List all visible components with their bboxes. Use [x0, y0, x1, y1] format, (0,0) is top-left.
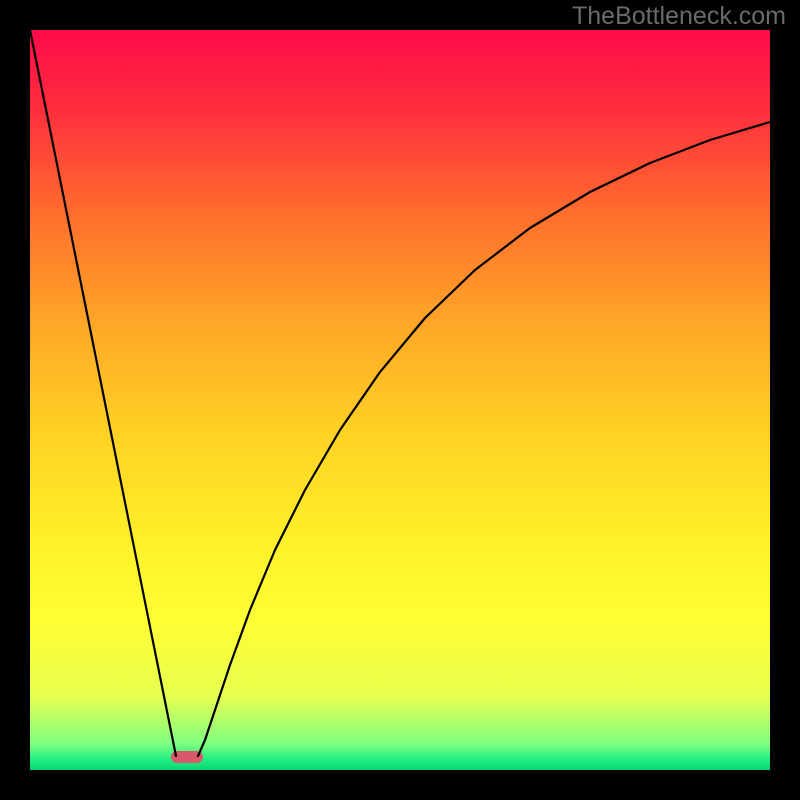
curve-left-segment — [30, 30, 176, 756]
chart-container: TheBottleneck.com — [0, 0, 800, 800]
watermark-label: TheBottleneck.com — [572, 2, 786, 30]
watermark-text: TheBottleneck.com — [572, 2, 786, 31]
curve-right-segment — [198, 122, 770, 756]
curve-overlay — [0, 0, 800, 800]
